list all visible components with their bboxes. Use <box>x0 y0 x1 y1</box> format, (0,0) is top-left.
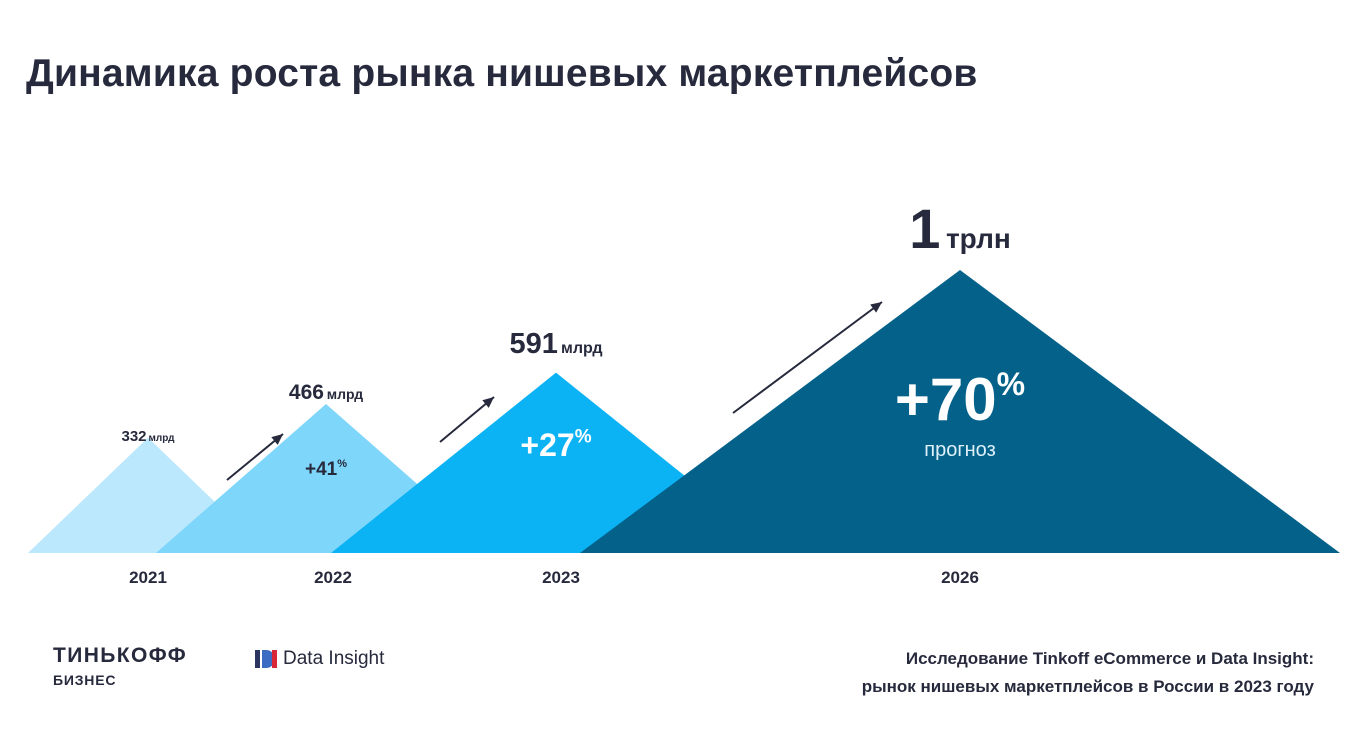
year-label-2026: 2026 <box>941 568 979 587</box>
value-label-2021: 332 млрд <box>122 428 176 445</box>
tinkoff-business-logo: ТИНЬКОФФ БИЗНЕС <box>53 645 187 687</box>
growth-arrowhead-1 <box>271 434 283 445</box>
brand-line1: ТИНЬКОФФ <box>53 644 188 667</box>
data-insight-label: Data Insight <box>283 648 385 669</box>
source-line1: Исследование Tinkoff eCommerce и Data In… <box>905 649 1314 668</box>
source-note: Исследование Tinkoff eCommerce и Data In… <box>862 645 1314 701</box>
growth-label-1: +41% <box>305 458 347 480</box>
growth-arrow-3 <box>732 301 883 414</box>
growth-note-3: прогноз <box>924 439 995 461</box>
growth-arrow-2 <box>439 396 495 443</box>
value-label-2022: 466 млрд <box>289 381 363 404</box>
source-line2: рынок нишевых маркетплейсов в России в 2… <box>861 677 1314 696</box>
mountain-2026 <box>580 270 1340 553</box>
growth-label-2: +27% <box>520 427 591 463</box>
brand-line2: БИЗНЕС <box>53 672 117 688</box>
value-label-2023: 591 млрд <box>509 328 602 360</box>
growth-arrowhead-3 <box>870 302 882 313</box>
data-insight-icon <box>255 650 277 668</box>
year-label-2021: 2021 <box>129 568 167 587</box>
growth-arrowhead-2 <box>482 397 494 408</box>
page-title: Динамика роста рынка нишевых маркетплейс… <box>26 52 978 95</box>
chart: 2021 2022 2023 2026 332 млрд 466 млрд 591 млрд… <box>28 197 1340 587</box>
growth-arrow-1 <box>226 433 284 481</box>
year-label-2022: 2022 <box>314 568 352 587</box>
year-label-2023: 2023 <box>542 568 580 587</box>
data-insight-logo: Data Insight <box>255 648 384 670</box>
value-label-2026: 1 трлн <box>909 197 1011 260</box>
growth-label-3: +70% <box>895 366 1025 433</box>
